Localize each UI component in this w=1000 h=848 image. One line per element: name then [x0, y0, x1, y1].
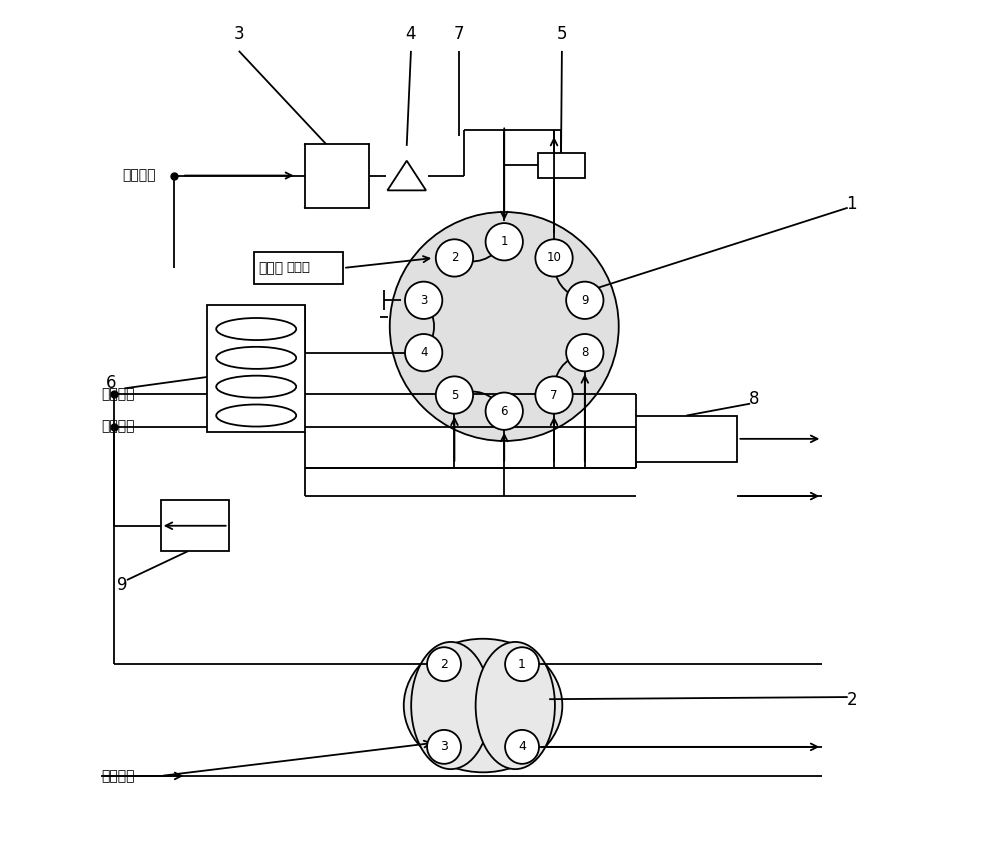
Circle shape: [505, 730, 539, 764]
Bar: [305, 144, 369, 208]
Text: 2: 2: [847, 690, 857, 709]
Ellipse shape: [476, 642, 555, 769]
Bar: [207, 305, 305, 432]
Circle shape: [566, 334, 603, 371]
Bar: [254, 252, 343, 284]
Circle shape: [535, 377, 573, 414]
Circle shape: [405, 334, 442, 371]
Text: 2: 2: [451, 252, 458, 265]
Circle shape: [505, 647, 539, 681]
Circle shape: [486, 223, 523, 260]
Ellipse shape: [216, 318, 296, 340]
Text: 1: 1: [518, 658, 526, 671]
FancyArrowPatch shape: [554, 260, 582, 299]
Bar: [636, 416, 737, 462]
Text: 第一載氣: 第一載氣: [101, 388, 135, 401]
Text: 5: 5: [557, 25, 567, 43]
Text: 10: 10: [547, 252, 561, 265]
Circle shape: [390, 212, 619, 441]
Text: 1: 1: [500, 235, 508, 248]
FancyArrowPatch shape: [425, 303, 434, 350]
Text: 第三載氣: 第三載氣: [123, 169, 156, 182]
Text: 3: 3: [440, 740, 448, 753]
Text: 1: 1: [847, 194, 857, 213]
Bar: [161, 500, 229, 551]
Text: 8: 8: [581, 346, 588, 360]
Text: 5: 5: [451, 388, 458, 401]
Text: 8: 8: [749, 389, 760, 408]
Text: 9: 9: [117, 576, 128, 594]
Circle shape: [436, 377, 473, 414]
Ellipse shape: [216, 376, 296, 398]
Text: 6: 6: [106, 374, 117, 393]
Text: 9: 9: [581, 293, 589, 307]
Text: 驅動氣: 驅動氣: [258, 261, 283, 275]
Ellipse shape: [216, 347, 296, 369]
Text: 3: 3: [234, 25, 244, 43]
Text: 第四載氣: 第四載氣: [101, 769, 135, 783]
Circle shape: [566, 282, 603, 319]
Text: 第二載氣: 第二載氣: [101, 420, 135, 433]
Text: 4: 4: [406, 25, 416, 43]
Text: 2: 2: [440, 658, 448, 671]
Circle shape: [486, 393, 523, 430]
Polygon shape: [387, 161, 426, 191]
Text: 4: 4: [420, 346, 427, 360]
Text: 4: 4: [518, 740, 526, 753]
Ellipse shape: [411, 642, 490, 769]
Text: 驅動氣: 驅動氣: [287, 261, 311, 275]
Text: 7: 7: [550, 388, 558, 401]
Circle shape: [427, 647, 461, 681]
Text: 7: 7: [454, 25, 465, 43]
Circle shape: [427, 730, 461, 764]
FancyArrowPatch shape: [554, 354, 582, 393]
Circle shape: [405, 282, 442, 319]
Ellipse shape: [216, 404, 296, 427]
Circle shape: [436, 239, 473, 276]
Bar: [538, 153, 585, 178]
FancyArrowPatch shape: [457, 244, 503, 261]
Circle shape: [535, 239, 573, 276]
Ellipse shape: [404, 639, 562, 773]
Text: 3: 3: [420, 293, 427, 307]
FancyArrowPatch shape: [457, 392, 503, 409]
Text: 6: 6: [500, 404, 508, 418]
